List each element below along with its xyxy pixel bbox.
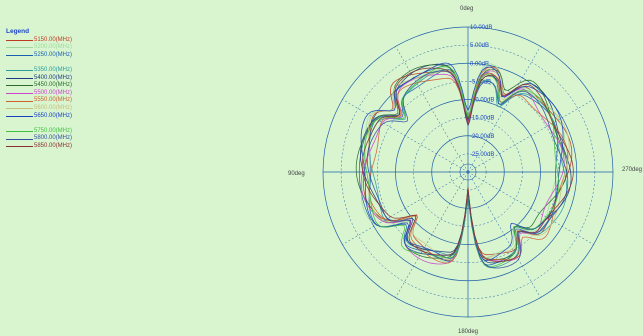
angle-label-left: 90deg — [288, 171, 305, 177]
radial-label: 10.00dB — [470, 25, 492, 31]
legend-item: 5450.00(MHz) — [6, 82, 72, 90]
legend-label: 5200.00(MHz) — [34, 44, 73, 51]
legend-item: 5750.00(MHz) — [6, 128, 72, 136]
legend-swatch — [6, 138, 33, 140]
legend-label: 5150.00(MHz) — [34, 36, 73, 43]
legend-label: 5600.00(MHz) — [34, 104, 73, 111]
legend-swatch — [6, 70, 33, 72]
legend-swatch — [6, 39, 33, 41]
series-line — [361, 67, 574, 262]
legend-item: 5350.00(MHz) — [6, 67, 72, 75]
grid-spoke — [342, 99, 469, 173]
legend: Legend 5150.00(MHz) 5200.00(MHz) 5250.00(M… — [6, 28, 72, 151]
legend-label: 5400.00(MHz) — [34, 74, 73, 81]
legend-item: 5650.00(MHz) — [6, 113, 72, 121]
legend-label: 5550.00(MHz) — [34, 97, 73, 104]
legend-swatch — [6, 131, 33, 133]
legend-swatch — [6, 47, 33, 49]
legend-item: 5400.00(MHz) — [6, 75, 72, 83]
legend-swatch — [6, 77, 33, 79]
legend-label: 5650.00(MHz) — [34, 112, 73, 119]
series-line — [366, 70, 569, 269]
angle-label-bottom: 180deg — [458, 329, 478, 335]
radial-label: 5.00dB — [470, 43, 489, 49]
legend-label: 5250.00(MHz) — [34, 51, 73, 58]
legend-title: Legend — [6, 28, 30, 35]
grid-spoke — [395, 171, 469, 298]
legend-swatch — [6, 108, 33, 110]
legend-item: 5200.00(MHz) — [6, 44, 72, 52]
legend-item: 5500.00(MHz) — [6, 90, 72, 98]
grid-spoke — [467, 99, 594, 173]
grid-spoke — [395, 46, 469, 173]
legend-label: 5450.00(MHz) — [34, 82, 73, 89]
legend-item: 5800.00(MHz) — [6, 135, 72, 143]
legend-label: 5850.00(MHz) — [34, 142, 73, 149]
legend-swatch — [6, 115, 33, 117]
legend-item: 5550.00(MHz) — [6, 97, 72, 105]
legend-item: 5600.00(MHz) — [6, 105, 72, 113]
grid-spoke — [467, 171, 594, 245]
grid-spoke — [342, 171, 469, 245]
legend-items: 5150.00(MHz) 5200.00(MHz) 5250.00(MHz) 5350… — [6, 37, 72, 151]
legend-item: 5250.00(MHz) — [6, 52, 72, 60]
angle-label-right: 270deg — [622, 167, 642, 173]
radial-label: -25.00dB — [470, 152, 494, 158]
legend-label: 5350.00(MHz) — [34, 66, 73, 73]
radial-label: -15.00dB — [470, 116, 494, 122]
angle-label-top: 0deg — [460, 6, 473, 12]
legend-item: 5150.00(MHz) — [6, 37, 72, 45]
legend-label: 5500.00(MHz) — [34, 89, 73, 96]
grid-spoke — [467, 46, 541, 173]
legend-swatch — [6, 85, 33, 87]
legend-label: 5800.00(MHz) — [34, 135, 73, 142]
legend-label: 5750.00(MHz) — [34, 127, 73, 134]
radial-label: 0.00dB — [470, 61, 489, 67]
radial-label: -20.00dB — [470, 134, 494, 140]
legend-swatch — [6, 146, 33, 148]
legend-swatch — [6, 93, 33, 95]
legend-item: 5850.00(MHz) — [6, 143, 72, 151]
grid-spoke — [467, 171, 541, 298]
legend-swatch — [6, 55, 33, 57]
radial-label: -10.00dB — [470, 98, 494, 104]
legend-swatch — [6, 100, 33, 102]
